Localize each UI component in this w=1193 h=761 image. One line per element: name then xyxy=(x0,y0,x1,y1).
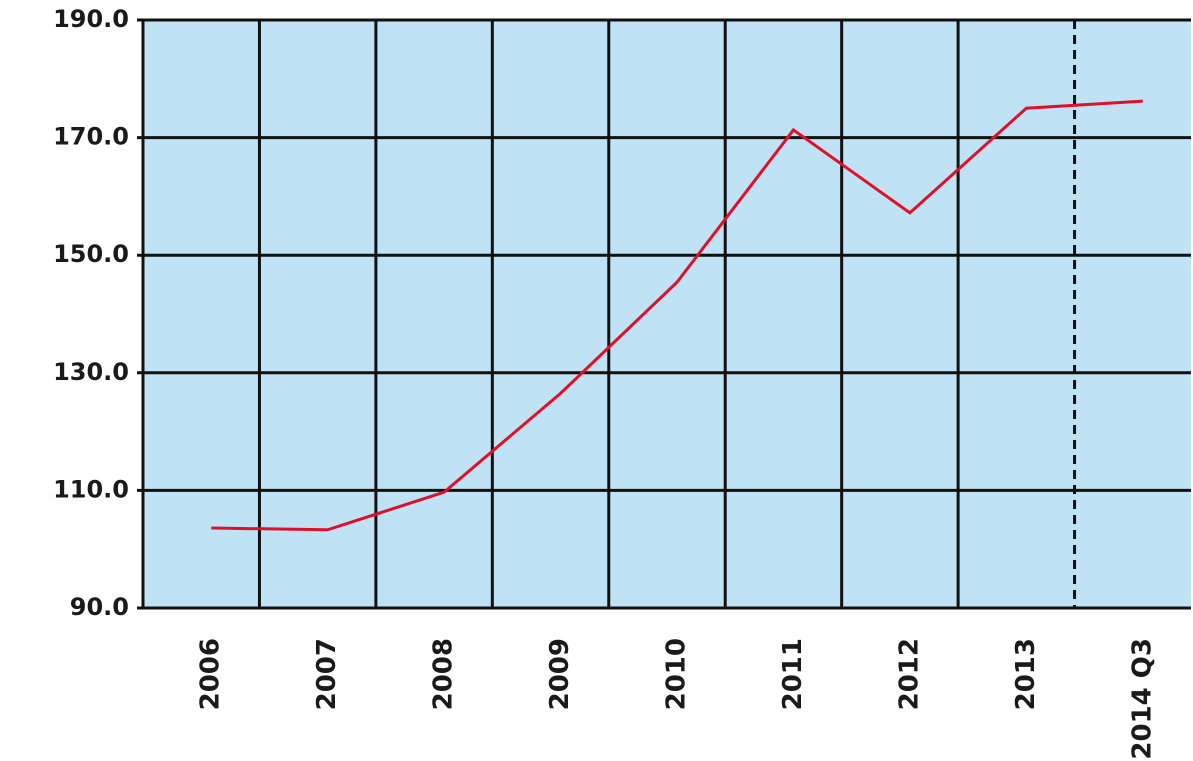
y-tick-label: 170.0 xyxy=(53,123,129,151)
x-tick-label: 2012 xyxy=(894,638,924,710)
x-tick-label: 2013 xyxy=(1011,638,1041,710)
x-tick-label: 2009 xyxy=(545,638,575,710)
x-tick-label: 2010 xyxy=(662,638,692,710)
y-tick-label: 90.0 xyxy=(70,593,129,621)
x-tick-label: 2006 xyxy=(196,638,226,710)
data-line xyxy=(211,99,1143,532)
x-tick-label: 2008 xyxy=(429,638,459,710)
y-tick-label: 150.0 xyxy=(53,240,129,268)
y-tick-label: 110.0 xyxy=(53,475,129,503)
y-tick-label: 130.0 xyxy=(53,358,129,386)
x-tick-label: 2014 Q3 xyxy=(1127,638,1157,760)
x-tick-label: 2007 xyxy=(312,638,342,710)
y-tick-label: 190.0 xyxy=(53,5,129,33)
x-tick-label: 2011 xyxy=(778,638,808,710)
